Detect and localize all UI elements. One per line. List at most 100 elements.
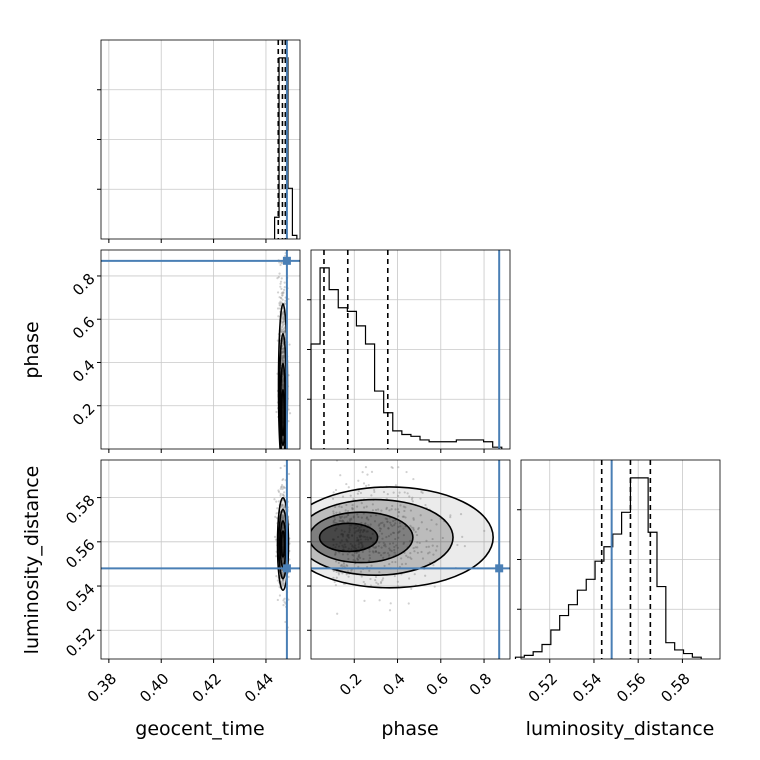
sample-point xyxy=(383,525,386,528)
sample-point xyxy=(282,354,286,357)
sample-point xyxy=(368,557,372,560)
sample-point xyxy=(410,526,413,529)
sample-point xyxy=(341,533,345,536)
sample-point xyxy=(275,410,278,414)
sample-point xyxy=(374,546,377,549)
sample-point xyxy=(430,518,433,522)
sample-point xyxy=(378,599,381,602)
sample-point xyxy=(340,539,343,542)
sample-point xyxy=(352,498,355,501)
sample-point xyxy=(392,491,395,494)
sample-point xyxy=(282,386,285,389)
sample-point xyxy=(352,546,356,549)
sample-point xyxy=(274,515,277,518)
sample-point xyxy=(280,484,284,487)
x-tick-label-phase: 0.4 xyxy=(379,670,409,700)
sample-point xyxy=(282,599,285,602)
sample-point xyxy=(456,543,459,547)
sample-point xyxy=(278,303,281,307)
sample-point xyxy=(342,562,346,565)
sample-point xyxy=(288,343,291,346)
sample-point xyxy=(357,529,360,532)
sample-point xyxy=(410,587,413,590)
sample-point xyxy=(345,563,348,567)
sample-point xyxy=(417,528,420,531)
sample-point xyxy=(351,504,354,507)
sample-point xyxy=(369,577,372,581)
sample-point xyxy=(275,575,278,578)
sample-point xyxy=(346,513,349,516)
sample-point xyxy=(332,510,335,513)
sample-point xyxy=(341,520,344,523)
sample-point xyxy=(334,521,337,524)
sample-point xyxy=(283,360,286,363)
sample-point xyxy=(397,536,400,539)
sample-point xyxy=(282,349,285,353)
sample-point xyxy=(356,557,359,560)
sample-point xyxy=(384,545,387,548)
sample-point xyxy=(281,518,284,521)
sample-point xyxy=(398,491,401,494)
sample-point xyxy=(351,544,354,547)
sample-point xyxy=(412,528,415,531)
x-tick-label-luminosity_distance: 0.54 xyxy=(569,670,605,706)
sample-point xyxy=(395,544,398,547)
sample-point xyxy=(416,551,419,554)
sample-point xyxy=(404,506,407,509)
sample-point xyxy=(416,541,419,544)
sample-point xyxy=(281,510,285,513)
sample-point xyxy=(337,561,340,564)
sample-point xyxy=(276,291,280,294)
sample-point xyxy=(335,570,338,573)
sample-point xyxy=(281,383,285,386)
sample-point xyxy=(356,536,359,539)
sample-point xyxy=(411,496,414,499)
y-tick-label-luminosity_distance: 0.58 xyxy=(62,491,98,527)
sample-point xyxy=(396,580,399,583)
sample-point xyxy=(364,522,367,525)
sample-point xyxy=(347,535,350,538)
sample-point xyxy=(354,544,357,547)
truth-marker-luminosity_distance-vs-geocent_time xyxy=(282,564,291,573)
sample-point xyxy=(346,564,349,568)
sample-point xyxy=(338,551,341,554)
sample-point xyxy=(339,474,342,477)
sample-point xyxy=(375,545,378,549)
sample-point xyxy=(278,594,282,597)
sample-point xyxy=(363,535,367,538)
sample-point xyxy=(282,584,285,587)
sample-point xyxy=(280,321,284,324)
sample-point xyxy=(374,579,377,582)
sample-point xyxy=(362,580,365,584)
sample-point xyxy=(425,539,428,542)
sample-point xyxy=(287,472,291,476)
sample-point xyxy=(344,509,347,512)
sample-point xyxy=(332,538,336,541)
sample-point xyxy=(337,573,340,576)
sample-point xyxy=(279,300,282,303)
sample-point xyxy=(409,524,412,527)
sample-point xyxy=(282,312,285,315)
sample-point xyxy=(377,508,380,511)
sample-point xyxy=(279,487,282,490)
sample-point xyxy=(425,528,428,531)
sample-point xyxy=(281,358,284,361)
sample-point xyxy=(369,536,373,540)
sample-point xyxy=(355,551,358,554)
sample-point xyxy=(428,551,431,554)
sample-point xyxy=(334,529,337,532)
sample-point xyxy=(383,564,386,568)
sample-point xyxy=(393,545,396,549)
sample-point xyxy=(281,503,284,507)
sample-point xyxy=(282,573,285,576)
sample-point xyxy=(281,513,284,517)
sample-point xyxy=(362,506,366,509)
sample-point xyxy=(389,523,393,526)
sample-point xyxy=(357,546,360,549)
x-tick-label-phase: 0.8 xyxy=(466,670,496,700)
sample-point xyxy=(281,381,285,384)
y-tick-label-luminosity_distance: 0.54 xyxy=(62,580,98,616)
panel-frame-luminosity_distance-vs-phase xyxy=(310,459,511,660)
sample-point xyxy=(357,489,360,493)
sample-point xyxy=(334,552,337,555)
